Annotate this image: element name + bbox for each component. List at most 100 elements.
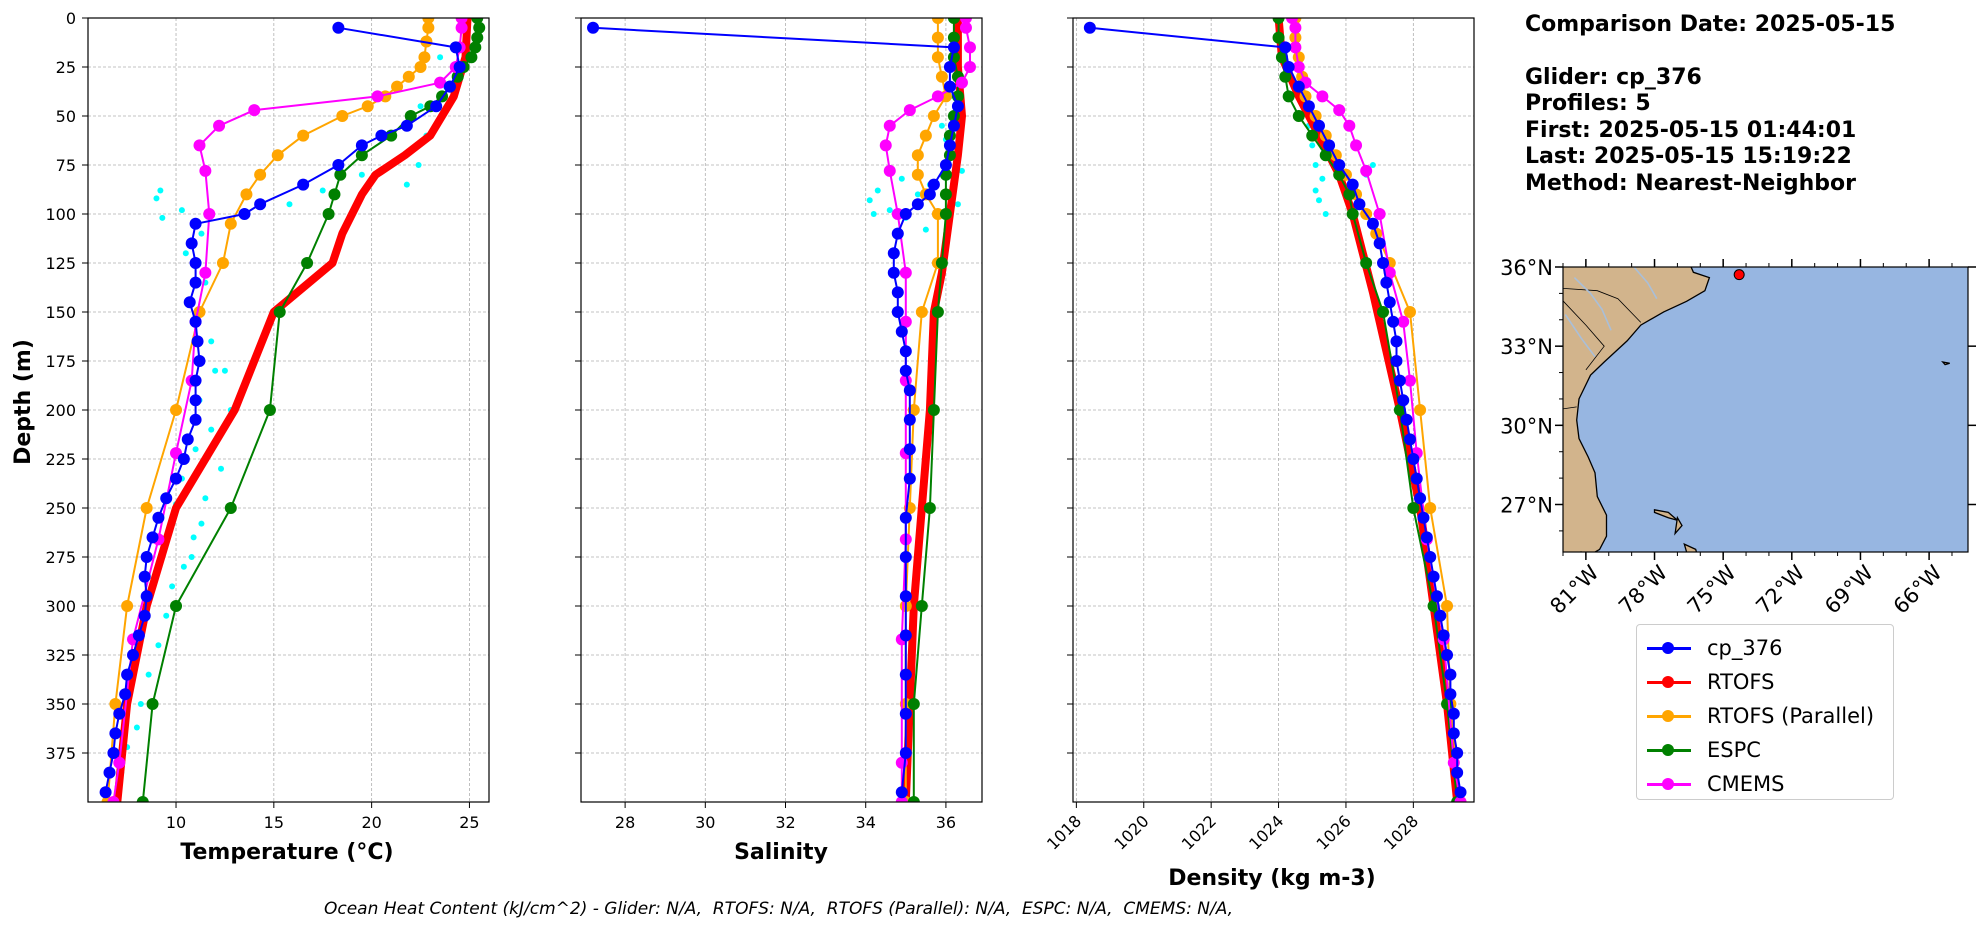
x-tick-label: 1026 — [1313, 811, 1355, 853]
series-point-cp-376 — [191, 335, 204, 348]
legend-label: RTOFS (Parallel) — [1707, 704, 1875, 728]
series-point-cp-376 — [923, 188, 936, 201]
series-point-espc — [939, 208, 952, 220]
series-point-cp-376 — [1353, 198, 1366, 211]
y-tick-label: 75 — [56, 156, 76, 175]
series-point-rtofs-parallel — [224, 217, 237, 230]
series-point-cmems — [1333, 104, 1346, 117]
series-point-cp-376 — [177, 453, 190, 465]
x-tick-label: 1018 — [1043, 811, 1085, 853]
series-point-espc — [923, 502, 936, 514]
y-tick-label: 300 — [45, 597, 76, 616]
series-point-cp-376 — [903, 413, 916, 426]
state-border — [1563, 300, 1605, 371]
y-tick-label: 50 — [56, 107, 76, 126]
series-point-cp-376 — [943, 61, 956, 73]
glider-profile-point — [157, 187, 164, 194]
glider-profile-point — [218, 465, 225, 472]
series-point-espc — [1275, 51, 1288, 64]
series-point-cp-376 — [152, 511, 165, 524]
series-point-cp-376 — [449, 41, 462, 54]
series-point-cp-376 — [183, 296, 196, 309]
series-point-cp-376 — [1447, 707, 1460, 720]
series-point-cp-376 — [1427, 570, 1440, 583]
legend-swatch — [1645, 672, 1693, 692]
series-point-cmems — [371, 90, 384, 103]
glider-profile-point — [914, 191, 921, 198]
series-point-espc — [939, 188, 952, 201]
series-point-cmems — [879, 139, 892, 152]
series-point-cp-376 — [947, 119, 960, 132]
series-point-cmems — [455, 21, 468, 34]
series-point-cmems — [899, 315, 912, 328]
series-point-cp-376 — [903, 443, 916, 456]
series-point-cp-376 — [146, 531, 159, 544]
temperature-axes: 0 25 50 75 100 125 150 175 200 225 250 275 300 325 350… — [45, 9, 490, 832]
glider-profile-point — [870, 211, 877, 217]
series-point-rtofs-parallel — [1424, 502, 1437, 514]
series-point-rtofs-parallel — [414, 61, 427, 73]
series-point-cmems — [455, 18, 468, 24]
series-point-rtofs-parallel — [422, 18, 435, 24]
series-point-cp-376 — [1454, 786, 1467, 799]
series-point-rtofs-parallel — [240, 188, 253, 201]
legend-swatch — [1645, 638, 1693, 658]
series-point-espc — [136, 796, 149, 802]
legend-marker — [1662, 710, 1674, 722]
series-point-cp-376 — [947, 41, 960, 54]
series-point-espc — [170, 600, 183, 612]
series-point-espc — [1377, 306, 1390, 318]
series-point-cp-376 — [899, 590, 912, 603]
series-point-cp-376 — [189, 217, 202, 230]
series-point-cp-376 — [899, 511, 912, 524]
series-point-espc — [939, 168, 952, 181]
series-point-espc — [404, 110, 417, 122]
legend-swatch — [1645, 706, 1693, 726]
series-point-cp-376 — [899, 208, 912, 220]
series-point-cmems — [1373, 208, 1386, 220]
series-point-espc — [1360, 257, 1373, 269]
series-point-cp-376 — [887, 247, 900, 260]
y-tick-label: 25 — [56, 58, 76, 77]
series-point-cp-376 — [1410, 472, 1423, 485]
x-tick-label: 32 — [775, 813, 795, 832]
series-point-cmems — [959, 21, 972, 34]
series-point-cmems — [1383, 266, 1396, 279]
legend-entry: RTOFS — [1645, 665, 1885, 699]
series-point-cp-376 — [138, 570, 151, 583]
series-point-espc — [1343, 188, 1356, 201]
y-tick-label: 225 — [45, 450, 76, 469]
series-point-cp-376 — [1430, 590, 1443, 603]
series-point-cp-376 — [1397, 394, 1410, 407]
series-point-cmems — [895, 796, 908, 802]
series-point-rtofs-parallel — [911, 149, 924, 162]
series-point-cp-376 — [189, 276, 202, 289]
x-tick-label: 34 — [856, 813, 876, 832]
series-point-espc — [1282, 90, 1295, 103]
legend: cp_376 RTOFS RTOFS (Parallel) ESPC CMEMS — [1636, 624, 1894, 800]
glider-profile-point — [202, 495, 209, 502]
series-point-espc — [1393, 404, 1406, 416]
series-point-espc — [1272, 31, 1285, 44]
glider-profile-point — [403, 181, 410, 188]
glider-profile-point — [415, 162, 422, 168]
density-x-label: Density (kg m-3) — [1168, 866, 1376, 891]
series-point-cp-376 — [899, 364, 912, 377]
series-point-cp-376 — [895, 786, 908, 799]
series-point-cp-376 — [189, 394, 202, 407]
island — [1683, 542, 1698, 552]
series-point-cp-376 — [453, 61, 466, 73]
series-point-cp-376 — [943, 80, 956, 93]
series-point-rtofs-parallel — [1441, 600, 1454, 612]
series-point-cmems — [213, 119, 226, 132]
series-point-cmems — [1343, 119, 1356, 132]
series-point-cp-376 — [189, 374, 202, 387]
series-point-cp-376 — [1400, 413, 1413, 426]
series-point-espc — [1292, 110, 1305, 122]
lat-tick-label: 30°N — [1500, 414, 1553, 438]
series-point-cp-376 — [1451, 766, 1464, 779]
x-tick-label: 1024 — [1245, 811, 1287, 853]
series-point-cp-376 — [113, 707, 126, 720]
series-point-cp-376 — [1302, 100, 1315, 113]
